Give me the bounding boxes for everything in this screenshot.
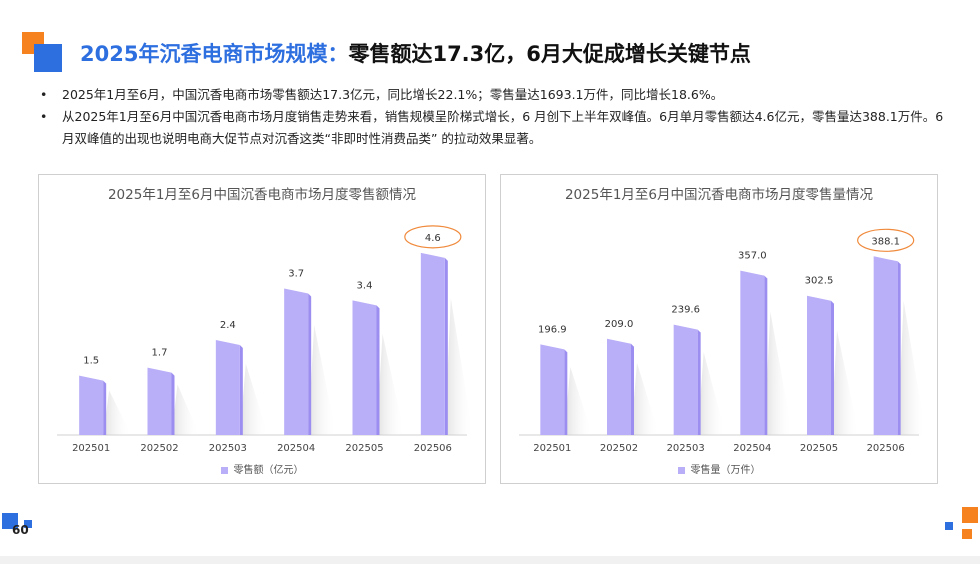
x-tick-label: 202504 [733,443,771,454]
bar-side [697,329,701,435]
x-tick-label: 202503 [209,443,247,454]
decor-square-orange-right-small [962,529,972,539]
bullet-item: 2025年1月至6月，中国沉香电商市场零售额达17.3亿元，同比增长22.1%；… [36,84,956,106]
bar-shadow [376,334,405,435]
x-tick-label: 202505 [345,443,383,454]
bar-chart-sales-value: 1.5 202501 1.7 202502 2.4 202503 3.7 202504 3.4 2… [57,225,473,454]
data-label: 302.5 [805,276,834,287]
decor-square-orange-right [962,507,978,523]
bar [147,367,172,435]
x-tick-label: 202501 [72,443,110,454]
bar [352,300,377,435]
bar-shadow [897,300,926,435]
bar-side [631,343,634,435]
bar [420,252,445,435]
chart-panel-sales-volume: 2025年1月至6月中国沉香电商市场月度零售量情况 196.9 202501 209… [500,174,938,484]
data-label: 209.0 [605,319,634,330]
data-label: 2.4 [220,320,236,331]
bar-shadow [764,311,793,435]
title-main: 零售额达17.3亿，6月大促成增长关键节点 [348,42,751,66]
bar-side [239,344,243,435]
title-highlight: 2025年沉香电商市场规模： [80,42,349,66]
page-title: 2025年沉香电商市场规模：零售额达17.3亿，6月大促成增长关键节点 [80,38,751,68]
bar-side [171,372,175,435]
x-tick-label: 202502 [140,443,178,454]
bar [873,256,898,435]
chart-legend: 零售额（亿元） [39,461,485,476]
bar [540,344,565,435]
data-label: 3.7 [288,268,304,279]
data-label: 196.9 [538,324,567,335]
bar [740,270,765,435]
decor-square-blue-tiny [24,520,32,528]
bar-side [897,261,901,435]
bar-shadow [103,390,132,435]
x-tick-label: 202502 [600,443,638,454]
bar [284,288,309,435]
chart-title: 2025年1月至6月中国沉香电商市场月度零售额情况 [107,187,417,203]
bar-shadow [831,330,859,435]
bar [807,295,831,435]
bar-side [831,300,834,435]
legend-swatch [220,466,228,474]
highlight-ring [857,228,915,252]
bullet-item: 从2025年1月至6月中国沉香电商市场月度销售走势来看，销售规模呈阶梯式增长，6… [36,106,956,150]
legend-label: 零售量（万件） [690,465,761,476]
bar [607,338,631,435]
decor-square-blue-right [945,522,953,530]
data-label: 4.6 [425,233,441,244]
bottom-bar [0,556,980,564]
bar [673,324,698,435]
bar-shadow [171,384,200,435]
bar-side [564,349,568,435]
highlight-ring [404,225,462,249]
x-tick-label: 202506 [867,443,905,454]
x-tick-label: 202505 [800,443,838,454]
chart-legend: 零售量（万件） [501,461,937,476]
bar [215,339,240,435]
summary-bullets: 2025年1月至6月，中国沉香电商市场零售额达17.3亿元，同比增长22.1%；… [36,84,956,150]
x-tick-label: 202504 [277,443,315,454]
decor-square-blue [34,44,62,72]
bar-chart-sales-volume: 196.9 202501 209.0 202502 239.6 202503 357.0 20… [519,228,926,454]
decor-square-blue-small [2,513,18,529]
bar-shadow [697,352,726,435]
bar-shadow [308,325,337,435]
bar [79,375,104,435]
bar-side [308,293,312,435]
bar-side [764,275,768,435]
bar-side [444,257,448,435]
x-tick-label: 202503 [667,443,705,454]
chart-title: 2025年1月至6月中国沉香电商市场月度零售量情况 [564,187,874,203]
bar-shadow [631,362,659,435]
page-number: 60 [12,523,29,537]
bar-shadow [564,367,593,435]
bar-shadow [239,363,268,435]
legend-swatch [677,466,685,474]
bar-shadow [444,298,473,435]
data-label: 239.6 [671,305,700,316]
x-tick-label: 202501 [533,443,571,454]
data-label: 388.1 [871,236,900,247]
legend-label: 零售额（亿元） [233,465,304,476]
bar-side [103,380,107,435]
data-label: 1.7 [152,348,168,359]
bar-side [376,305,380,435]
x-tick-label: 202506 [414,443,452,454]
data-label: 1.5 [83,356,99,367]
data-label: 3.4 [357,280,373,291]
chart-panel-sales-value: 2025年1月至6月中国沉香电商市场月度零售额情况 1.5 202501 1.7 20… [38,174,486,484]
data-label: 357.0 [738,251,767,262]
